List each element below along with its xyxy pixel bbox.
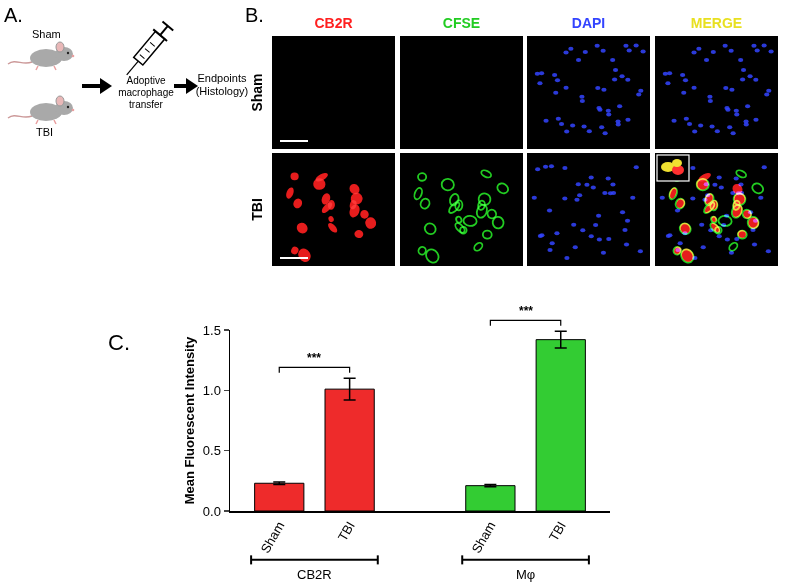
svg-text:0.0: 0.0 [203, 504, 221, 519]
svg-text:TBI: TBI [249, 198, 265, 221]
svg-text:CB2R: CB2R [314, 15, 352, 31]
svg-text:CB2R: CB2R [297, 567, 332, 582]
svg-text:***: *** [519, 304, 533, 318]
svg-text:1.0: 1.0 [203, 383, 221, 398]
svg-text:TBI: TBI [36, 126, 53, 138]
svg-text:DAPI: DAPI [572, 15, 605, 31]
svg-text:***: *** [307, 351, 321, 365]
svg-text:TBI: TBI [335, 519, 358, 544]
html-text:C.: C. [108, 330, 130, 355]
svg-text:transfer: transfer [129, 99, 164, 110]
svg-text:Sham: Sham [258, 519, 288, 556]
svg-text:CFSE: CFSE [443, 15, 480, 31]
svg-text:A.: A. [4, 4, 23, 26]
svg-text:MERGE: MERGE [691, 15, 742, 31]
svg-text:1.5: 1.5 [203, 323, 221, 338]
svg-text:macrophage: macrophage [118, 87, 174, 98]
svg-text:Adoptive: Adoptive [127, 75, 166, 86]
svg-text:TBI: TBI [546, 519, 569, 544]
svg-text:Mean Fluorescent Intensity: Mean Fluorescent Intensity [182, 336, 197, 504]
svg-text:Endpoints: Endpoints [198, 72, 247, 84]
svg-text:Sham: Sham [469, 519, 499, 556]
svg-text:Sham: Sham [249, 73, 265, 111]
svg-text:Sham: Sham [32, 28, 61, 40]
svg-text:(Histology): (Histology) [196, 85, 249, 97]
svg-text:Mφ: Mφ [516, 567, 535, 582]
svg-text:0.5: 0.5 [203, 443, 221, 458]
svg-text:B.: B. [245, 4, 264, 26]
